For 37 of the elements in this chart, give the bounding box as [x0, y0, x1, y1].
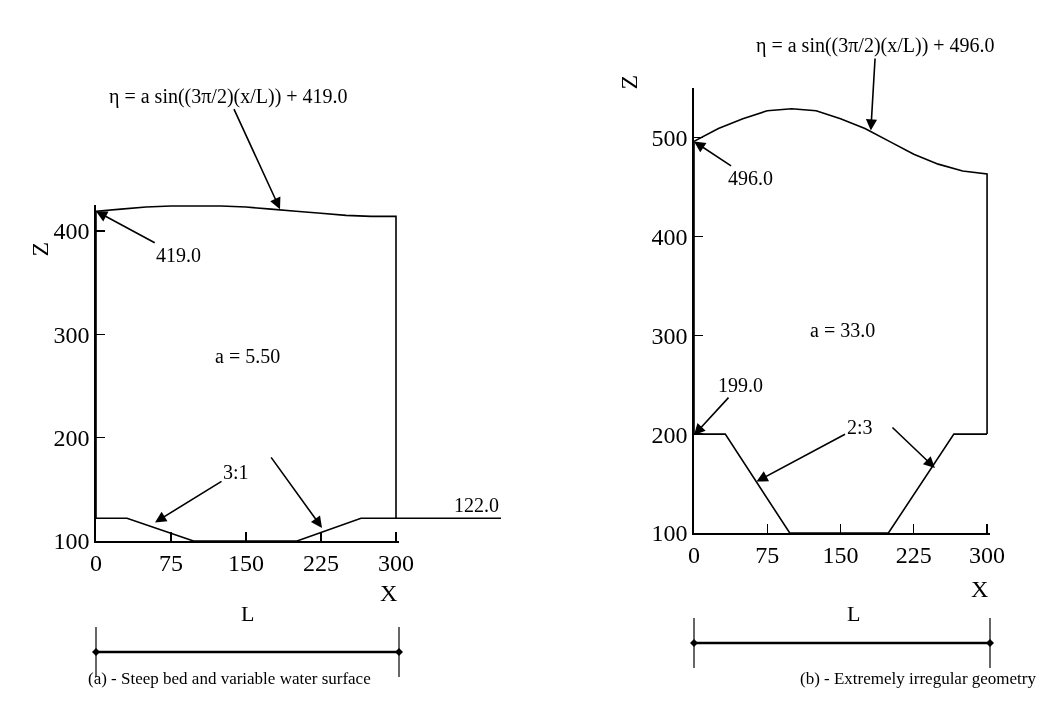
y-tick-label: 100	[53, 528, 90, 555]
x-axis-title: X	[971, 576, 989, 602]
y-tick-label: 500	[651, 124, 688, 151]
x-tick-label: 225	[895, 542, 932, 569]
text: L	[847, 601, 861, 626]
y-tick-label: 300	[651, 322, 688, 349]
x-tick-label: 225	[303, 550, 339, 577]
x-axis-title: X	[380, 580, 398, 606]
y-tick-label: 400	[53, 218, 90, 245]
annotation: 496.0	[728, 167, 773, 189]
y-tick-label: 100	[651, 520, 688, 547]
annotation: 2:3	[847, 416, 873, 438]
x-tick-label: 300	[378, 550, 414, 577]
annotation: 199.0	[718, 374, 763, 396]
annotation: η = a sin((3π/2)(x/L)) + 419.0	[109, 85, 348, 108]
annotation: 419.0	[156, 244, 201, 266]
x-tick-label: 150	[228, 550, 264, 577]
x-tick-label: 150	[822, 542, 859, 569]
annotation: a = 5.50	[215, 345, 281, 367]
annotation: 122.0	[454, 494, 499, 516]
annotation: 3:1	[223, 461, 249, 483]
text: (a) - Steep bed and variable water surface	[88, 669, 371, 688]
text: L	[241, 601, 255, 626]
y-axis-title: Z	[616, 74, 643, 90]
x-tick-label: 300	[969, 542, 1006, 569]
x-tick-label: 0	[90, 550, 102, 577]
y-tick-label: 200	[53, 425, 90, 452]
y-tick-label: 300	[53, 321, 90, 348]
x-tick-label: 75	[755, 542, 780, 569]
y-axis-title: Z	[26, 241, 53, 257]
text: (b) - Extremely irregular geometry	[800, 669, 1037, 688]
y-tick-label: 200	[651, 421, 688, 448]
annotation: a = 33.0	[810, 319, 876, 341]
annotation: η = a sin((3π/2)(x/L)) + 496.0	[756, 34, 995, 57]
x-tick-label: 0	[688, 542, 700, 569]
x-tick-label: 75	[159, 550, 183, 577]
y-tick-label: 400	[651, 223, 688, 250]
